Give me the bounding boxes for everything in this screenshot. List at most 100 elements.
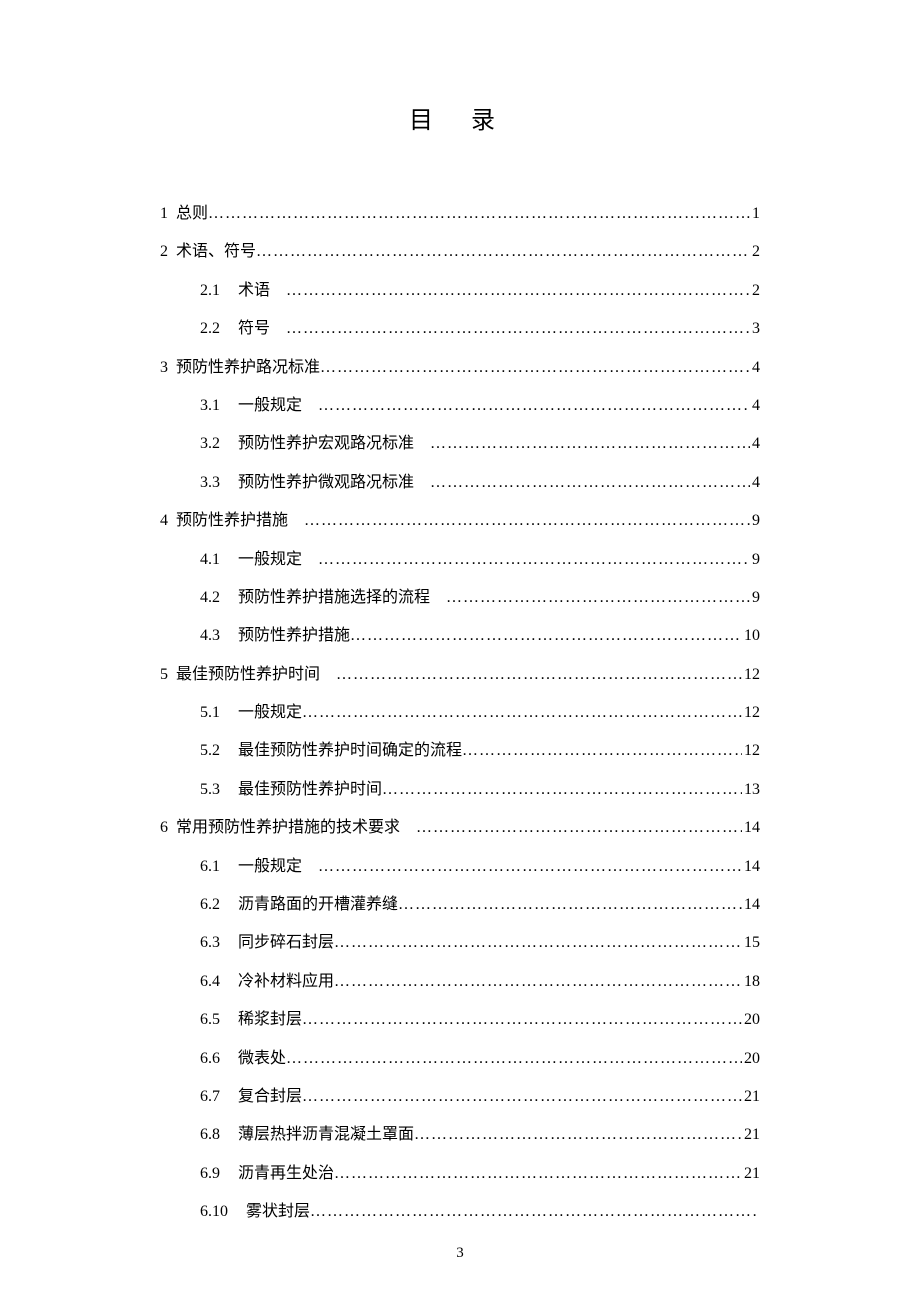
toc-entry-page: 4 [750, 425, 760, 463]
toc-entry-label: 常用预防性养护措施的技术要求 [176, 809, 400, 847]
toc-entry: 6.3同步碎石封层15 [160, 924, 760, 962]
toc-leader-dots [286, 310, 750, 348]
toc-entry: 6.9沥青再生处治21 [160, 1155, 760, 1193]
toc-leader-dots [302, 1001, 742, 1039]
toc-entry-number: 6.6 [200, 1040, 220, 1078]
toc-entry-label: 一般规定 [238, 848, 302, 886]
toc-entry-number: 4.2 [200, 579, 220, 617]
toc-entry-page: 14 [742, 848, 760, 886]
toc-leader-dots [256, 233, 750, 271]
toc-entry-number: 6.4 [200, 963, 220, 1001]
toc-entry: 6.7 复合封层 21 [160, 1078, 760, 1116]
toc-entry-number: 3.3 [200, 464, 220, 502]
toc-entry-page: 2 [750, 233, 760, 271]
toc-entry: 2.1术语2 [160, 272, 760, 310]
toc-entry: 3.2预防性养护宏观路况标准4 [160, 425, 760, 463]
toc-entry-number: 6.5 [200, 1001, 220, 1039]
toc-entry: 4.1一般规定9 [160, 541, 760, 579]
toc-entry-page: 9 [750, 502, 760, 540]
toc-leader-dots [334, 924, 742, 962]
toc-entry-label: 雾状封层 [246, 1193, 310, 1231]
toc-entry-label: 稀浆封层 [238, 1001, 302, 1039]
toc-entry-page: 21 [742, 1116, 760, 1154]
toc-entry: 6常用预防性养护措施的技术要求14 [160, 809, 760, 847]
toc-entry-label: 预防性养护路况标准 [176, 349, 320, 387]
toc-entry-page: 10 [742, 617, 760, 655]
toc-entry: 6.1一般规定14 [160, 848, 760, 886]
toc-entry: 4.3 预防性养护措施 10 [160, 617, 760, 655]
toc-entry-number: 6.7 [200, 1078, 220, 1116]
toc-leader-dots [416, 809, 742, 847]
toc-entry-page: 18 [742, 963, 760, 1001]
toc-entry: 5最佳预防性养护时间12 [160, 656, 760, 694]
toc-entry: 4.2 预防性养护措施选择的流程 9 [160, 579, 760, 617]
toc-leader-dots [350, 617, 742, 655]
toc-entry-label: 术语、符号 [176, 233, 256, 271]
toc-entry-label: 总则 [176, 195, 208, 233]
toc-entry-page: 21 [742, 1078, 760, 1116]
toc-entry: 5.2最佳预防性养护时间确定的流程12 [160, 732, 760, 770]
toc-entry-number: 4.3 [200, 617, 220, 655]
toc-entry-page: 14 [742, 886, 760, 924]
toc-entry-number: 5.2 [200, 732, 220, 770]
toc-entry-page: 3 [750, 310, 760, 348]
toc-entry-number: 3.1 [200, 387, 220, 425]
toc-entry: 5.3最佳预防性养护时间13 [160, 771, 760, 809]
toc-entry-page: 20 [742, 1001, 760, 1039]
toc-leader-dots [302, 694, 742, 732]
toc-entry-label: 微表处 [238, 1040, 286, 1078]
toc-entry-number: 6.3 [200, 924, 220, 962]
toc-leader-dots [382, 771, 742, 809]
toc-entry-label: 预防性养护措施 [238, 617, 350, 655]
toc-entry: 5.1一般规定12 [160, 694, 760, 732]
toc-entry-label: 一般规定 [238, 541, 302, 579]
toc-entry-page: 4 [750, 349, 760, 387]
toc-entry-page: 14 [742, 809, 760, 847]
toc-entry-page: 20 [742, 1040, 760, 1078]
toc-entry-label: 预防性养护措施选择的流程 [238, 579, 430, 617]
toc-entry-label: 预防性养护措施 [176, 502, 288, 540]
toc-entry-number: 5.1 [200, 694, 220, 732]
toc-leader-dots [320, 349, 750, 387]
toc-entry-label: 复合封层 [238, 1078, 302, 1116]
toc-leader-dots [398, 886, 742, 924]
toc-entry: 3预防性养护路况标准 4 [160, 349, 760, 387]
toc-entry-page: 4 [750, 464, 760, 502]
toc-entry-page: 1 [750, 195, 760, 233]
toc-entry-number: 3.2 [200, 425, 220, 463]
toc-leader-dots [430, 425, 750, 463]
toc-entry-page: 9 [750, 541, 760, 579]
toc-entry-label: 术语 [238, 272, 270, 310]
toc-leader-dots [310, 1193, 758, 1231]
toc-entry: 6.4冷补材料应用18 [160, 963, 760, 1001]
toc-entry-page: 12 [742, 694, 760, 732]
toc-entry: 1总则1 [160, 195, 760, 233]
toc-leader-dots [318, 541, 750, 579]
toc-title: 目 录 [160, 100, 760, 135]
toc-entry-label: 最佳预防性养护时间确定的流程 [238, 732, 462, 770]
toc-entry: 6.2沥青路面的开槽灌养缝14 [160, 886, 760, 924]
toc-entry-label: 预防性养护微观路况标准 [238, 464, 414, 502]
toc-leader-dots [414, 1116, 742, 1154]
toc-entry-label: 符号 [238, 310, 270, 348]
toc-leader-dots [302, 1078, 742, 1116]
toc-entry-number: 5.3 [200, 771, 220, 809]
page-number: 3 [0, 1245, 920, 1262]
toc-leader-dots [318, 387, 750, 425]
toc-entry-label: 薄层热拌沥青混凝土罩面 [238, 1116, 414, 1154]
toc-entry-number: 2 [160, 233, 168, 271]
toc-leader-dots [334, 963, 742, 1001]
toc-entry: 2.2 符号 3 [160, 310, 760, 348]
toc-entry: 4预防性养护措施9 [160, 502, 760, 540]
toc-entry-page: 9 [750, 579, 760, 617]
toc-list: 1总则12术语、符号22.1术语22.2符号33预防性养护路况标准43.1一般规… [160, 195, 760, 1232]
toc-entry-number: 6.10 [200, 1193, 228, 1231]
toc-leader-dots [336, 656, 742, 694]
toc-entry-number: 5 [160, 656, 168, 694]
toc-entry-number: 6.9 [200, 1155, 220, 1193]
toc-entry-number: 3 [160, 349, 168, 387]
toc-entry-number: 2.2 [200, 310, 220, 348]
toc-entry: 3.3 预防性养护微观路况标准 4 [160, 464, 760, 502]
toc-leader-dots [462, 732, 742, 770]
toc-leader-dots [208, 195, 750, 233]
